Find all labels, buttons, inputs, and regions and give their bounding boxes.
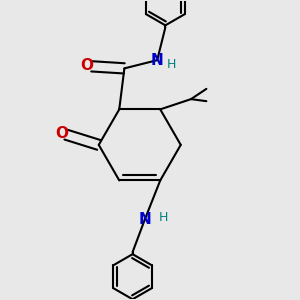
- Text: H: H: [167, 58, 176, 71]
- Text: N: N: [139, 212, 151, 227]
- Text: O: O: [56, 126, 68, 141]
- Text: H: H: [159, 211, 168, 224]
- Text: O: O: [80, 58, 93, 73]
- Text: N: N: [151, 53, 164, 68]
